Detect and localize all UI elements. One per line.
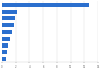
Bar	[2, 50, 7, 54]
Bar	[2, 23, 14, 27]
Bar	[2, 43, 8, 48]
Bar	[2, 37, 10, 41]
Bar	[2, 30, 12, 34]
Bar	[2, 57, 6, 61]
Bar	[2, 16, 15, 20]
Bar	[2, 10, 17, 14]
Bar	[2, 3, 89, 7]
